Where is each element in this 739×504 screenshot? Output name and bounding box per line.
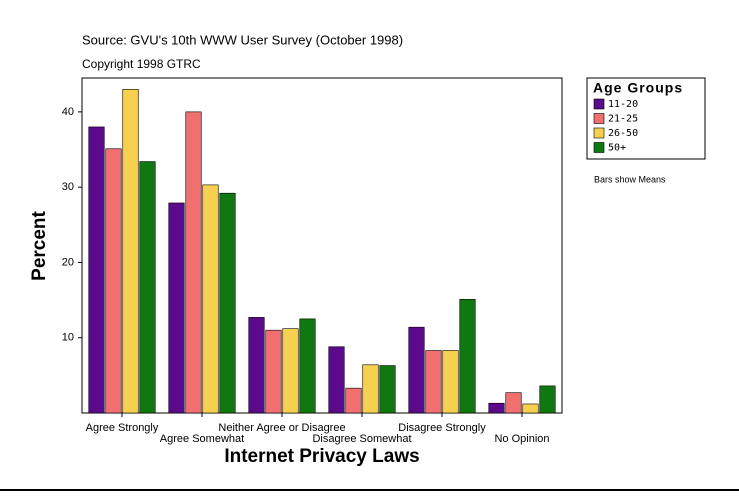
- bar: [362, 364, 379, 414]
- legend-label: 50+: [608, 143, 626, 154]
- y-tick-label: 40: [62, 106, 74, 118]
- x-axis-label: Internet Privacy Laws: [224, 446, 419, 467]
- bar: [282, 328, 299, 414]
- bar: [265, 329, 282, 414]
- chart-title: Source: GVU's 10th WWW User Survey (Octo…: [82, 32, 403, 47]
- legend-swatch: [593, 98, 605, 110]
- bar: [202, 184, 219, 414]
- x-tick-label: Agree Strongly: [86, 422, 159, 434]
- x-tick-label: Neither Agree or Disagree: [218, 422, 345, 434]
- legend-title: Age Groups: [593, 80, 683, 96]
- legend-swatch: [593, 142, 605, 153]
- legend-box: [586, 77, 706, 160]
- legend-swatch: [593, 113, 605, 124]
- bar: [248, 317, 265, 414]
- y-axis-label: Percent: [29, 210, 50, 280]
- bar: [488, 402, 505, 414]
- bar: [459, 299, 476, 414]
- legend-swatch: [593, 127, 605, 139]
- bar: [522, 403, 539, 414]
- y-tick-label: 20: [62, 256, 74, 268]
- bar: [379, 365, 396, 414]
- y-tick-label: 10: [62, 332, 74, 344]
- bar: [408, 326, 425, 414]
- bar: [168, 202, 185, 414]
- x-tick-label: No Opinion: [494, 433, 549, 445]
- chart-subtitle: Copyright 1998 GTRC: [82, 57, 201, 71]
- bar: [345, 387, 362, 414]
- bar: [505, 392, 522, 414]
- legend-label: 11-20: [608, 99, 638, 110]
- bar: [442, 350, 459, 414]
- bar: [139, 161, 156, 414]
- bar: [219, 192, 236, 414]
- legend-label: 26-50: [608, 128, 638, 139]
- bar: [105, 148, 122, 414]
- bar: [88, 126, 105, 414]
- x-tick-label: Agree Somewhat: [160, 433, 244, 445]
- y-tick-label: 30: [62, 181, 74, 193]
- bar: [299, 318, 316, 414]
- bar: [122, 88, 139, 414]
- legend-label: 21-25: [608, 114, 638, 125]
- bar: [539, 385, 556, 414]
- plot-frame: [81, 77, 563, 414]
- bar: [185, 111, 202, 414]
- x-tick-label: Disagree Somewhat: [312, 433, 411, 445]
- annotation: Bars show Means: [594, 174, 666, 184]
- bar: [425, 350, 442, 414]
- x-tick-label: Disagree Strongly: [398, 422, 486, 434]
- bar: [328, 346, 345, 414]
